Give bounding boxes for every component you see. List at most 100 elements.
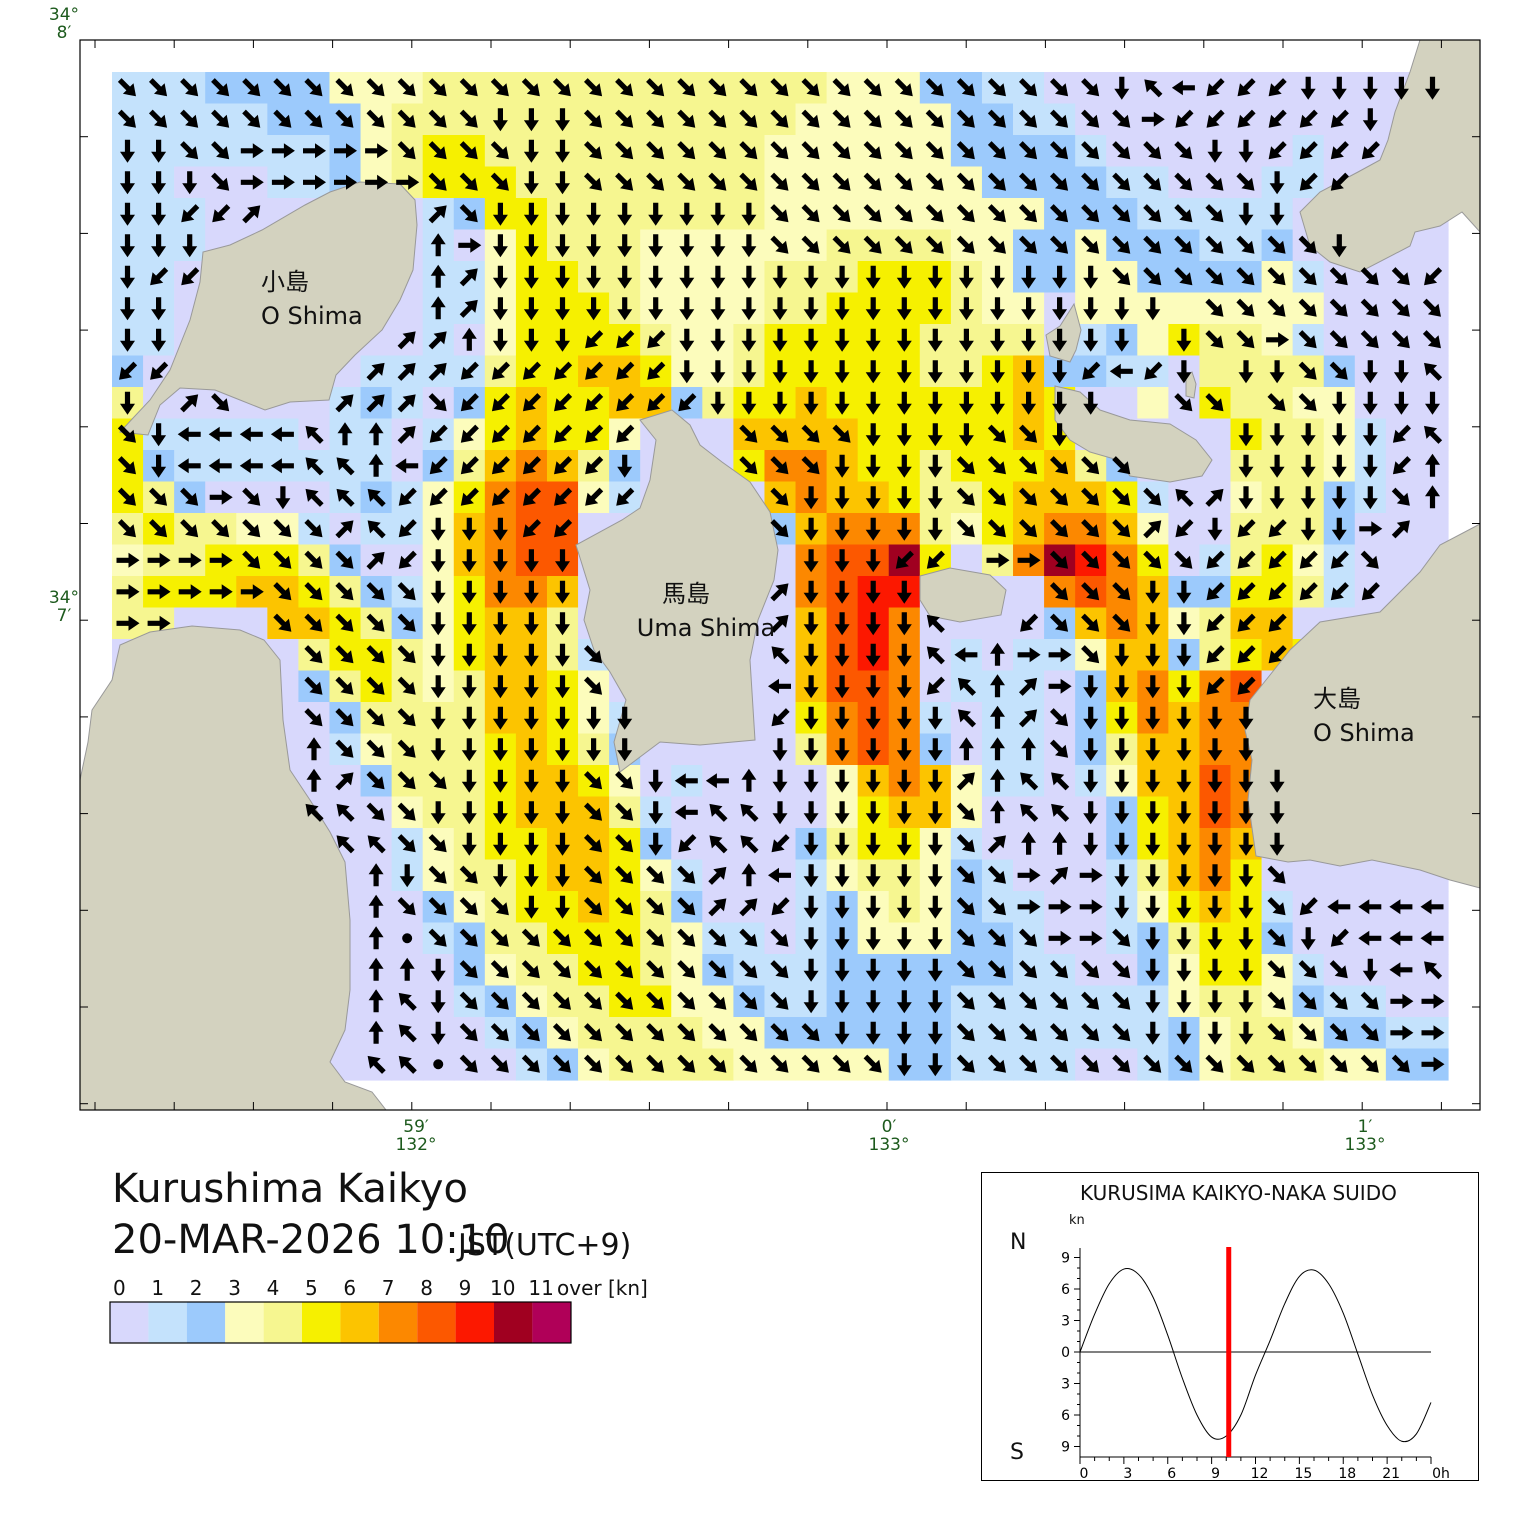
current-arrow-icon <box>927 895 943 919</box>
current-arrow-icon <box>739 109 758 128</box>
land-island-east <box>1054 385 1213 483</box>
current-arrow-icon <box>741 297 757 321</box>
current-arrow-icon <box>523 832 539 856</box>
current-arrow-icon <box>585 487 604 506</box>
current-arrow-icon <box>305 803 324 822</box>
current-arrow-icon <box>461 612 477 636</box>
current-arrow-icon <box>1424 267 1443 286</box>
current-arrow-icon <box>803 706 819 730</box>
current-arrow-icon <box>927 832 943 856</box>
current-arrow-icon <box>1422 298 1441 317</box>
tide-x-tick-label: 15 <box>1294 1466 1312 1482</box>
current-arrow-icon <box>896 895 912 919</box>
current-arrow-icon <box>270 426 294 442</box>
current-arrow-icon <box>741 391 757 415</box>
current-arrow-icon <box>491 424 511 443</box>
current-arrow-icon <box>1018 141 1038 160</box>
current-arrow-icon <box>586 297 602 321</box>
current-arrow-icon <box>585 456 604 475</box>
current-arrow-icon <box>708 866 727 885</box>
current-arrow-icon <box>865 706 881 730</box>
current-arrow-icon <box>1114 328 1130 352</box>
current-arrows <box>116 76 1445 1077</box>
current-arrow-icon <box>1391 267 1410 286</box>
current-arrow-icon <box>335 582 354 601</box>
current-arrow-icon <box>1420 930 1444 946</box>
current-arrow-icon <box>865 265 881 289</box>
current-arrow-icon <box>1389 962 1413 978</box>
tide-y-tick-label: 9 <box>1061 1440 1070 1456</box>
current-arrow-icon <box>710 328 726 352</box>
speed-cell <box>702 418 734 451</box>
current-arrow-icon <box>1052 297 1068 321</box>
current-arrow-icon <box>834 801 850 825</box>
current-arrow-icon <box>555 265 570 289</box>
current-arrow-icon <box>273 519 292 538</box>
current-arrow-icon <box>1112 519 1131 538</box>
current-arrow-icon <box>523 549 539 573</box>
current-arrow-icon <box>1175 488 1194 507</box>
current-arrow-icon <box>1298 235 1317 254</box>
current-arrow-icon <box>242 205 261 224</box>
current-arrow-icon <box>1206 582 1225 601</box>
current-arrow-icon <box>461 327 477 351</box>
current-arrow-icon <box>1358 930 1382 946</box>
current-arrow-icon <box>1145 738 1161 762</box>
current-arrow-icon <box>1360 298 1379 317</box>
current-arrow-icon <box>1267 897 1286 916</box>
current-arrow-icon <box>925 141 944 160</box>
current-arrow-icon <box>956 897 975 916</box>
current-arrow-icon <box>646 141 665 160</box>
current-arrow-icon <box>708 960 727 979</box>
current-arrow-icon <box>677 991 696 1010</box>
current-arrow-icon <box>523 580 539 604</box>
tide-x-tick-label: 9 <box>1211 1466 1220 1482</box>
current-arrow-icon <box>555 738 570 762</box>
current-arrow-icon <box>741 265 757 289</box>
current-arrow-icon <box>677 109 696 128</box>
current-arrow-icon <box>178 584 202 600</box>
current-arrow-icon <box>1174 204 1193 223</box>
current-arrow-icon <box>863 141 882 160</box>
current-arrow-icon <box>958 391 974 415</box>
current-arrow-icon <box>990 705 1005 729</box>
current-arrow-icon <box>522 361 542 380</box>
current-arrow-icon <box>927 706 943 730</box>
speed-cell <box>1137 387 1169 420</box>
current-arrow-icon <box>459 991 478 1010</box>
current-arrow-icon <box>896 265 912 289</box>
current-arrow-icon <box>990 391 1005 415</box>
tide-x-tick-label: 3 <box>1123 1466 1132 1482</box>
current-arrow-icon <box>275 486 291 510</box>
current-arrow-icon <box>304 613 323 632</box>
current-arrow-icon <box>492 202 508 226</box>
current-arrow-icon <box>555 706 570 730</box>
current-arrow-icon <box>1145 769 1161 793</box>
current-arrow-icon <box>710 202 726 226</box>
current-arrow-icon <box>863 78 882 97</box>
current-arrow-icon <box>583 771 603 790</box>
current-arrow-icon <box>1083 769 1099 793</box>
current-arrow-icon <box>180 141 199 160</box>
current-arrow-icon <box>617 297 633 321</box>
current-arrow-icon <box>772 391 788 415</box>
current-arrow-icon <box>1238 706 1254 730</box>
current-arrow-icon <box>1176 643 1192 667</box>
current-arrow-icon <box>148 78 168 97</box>
current-arrow-icon <box>1238 738 1254 762</box>
current-arrow-icon <box>428 928 447 947</box>
tide-x-tick-label: 21 <box>1382 1466 1400 1482</box>
current-arrow-icon <box>182 171 198 195</box>
current-arrow-icon <box>337 422 353 446</box>
current-arrow-icon <box>209 584 233 600</box>
current-arrow-icon <box>648 202 664 226</box>
current-arrow-icon <box>583 928 603 947</box>
current-arrow-icon <box>304 550 323 569</box>
current-arrow-icon <box>304 519 323 538</box>
current-arrow-icon <box>648 801 664 825</box>
current-arrow-icon <box>240 584 264 600</box>
current-arrow-icon <box>865 832 881 856</box>
current-arrow-icon <box>554 456 573 475</box>
current-arrow-icon <box>1114 675 1130 699</box>
current-arrow-icon <box>1082 361 1101 380</box>
